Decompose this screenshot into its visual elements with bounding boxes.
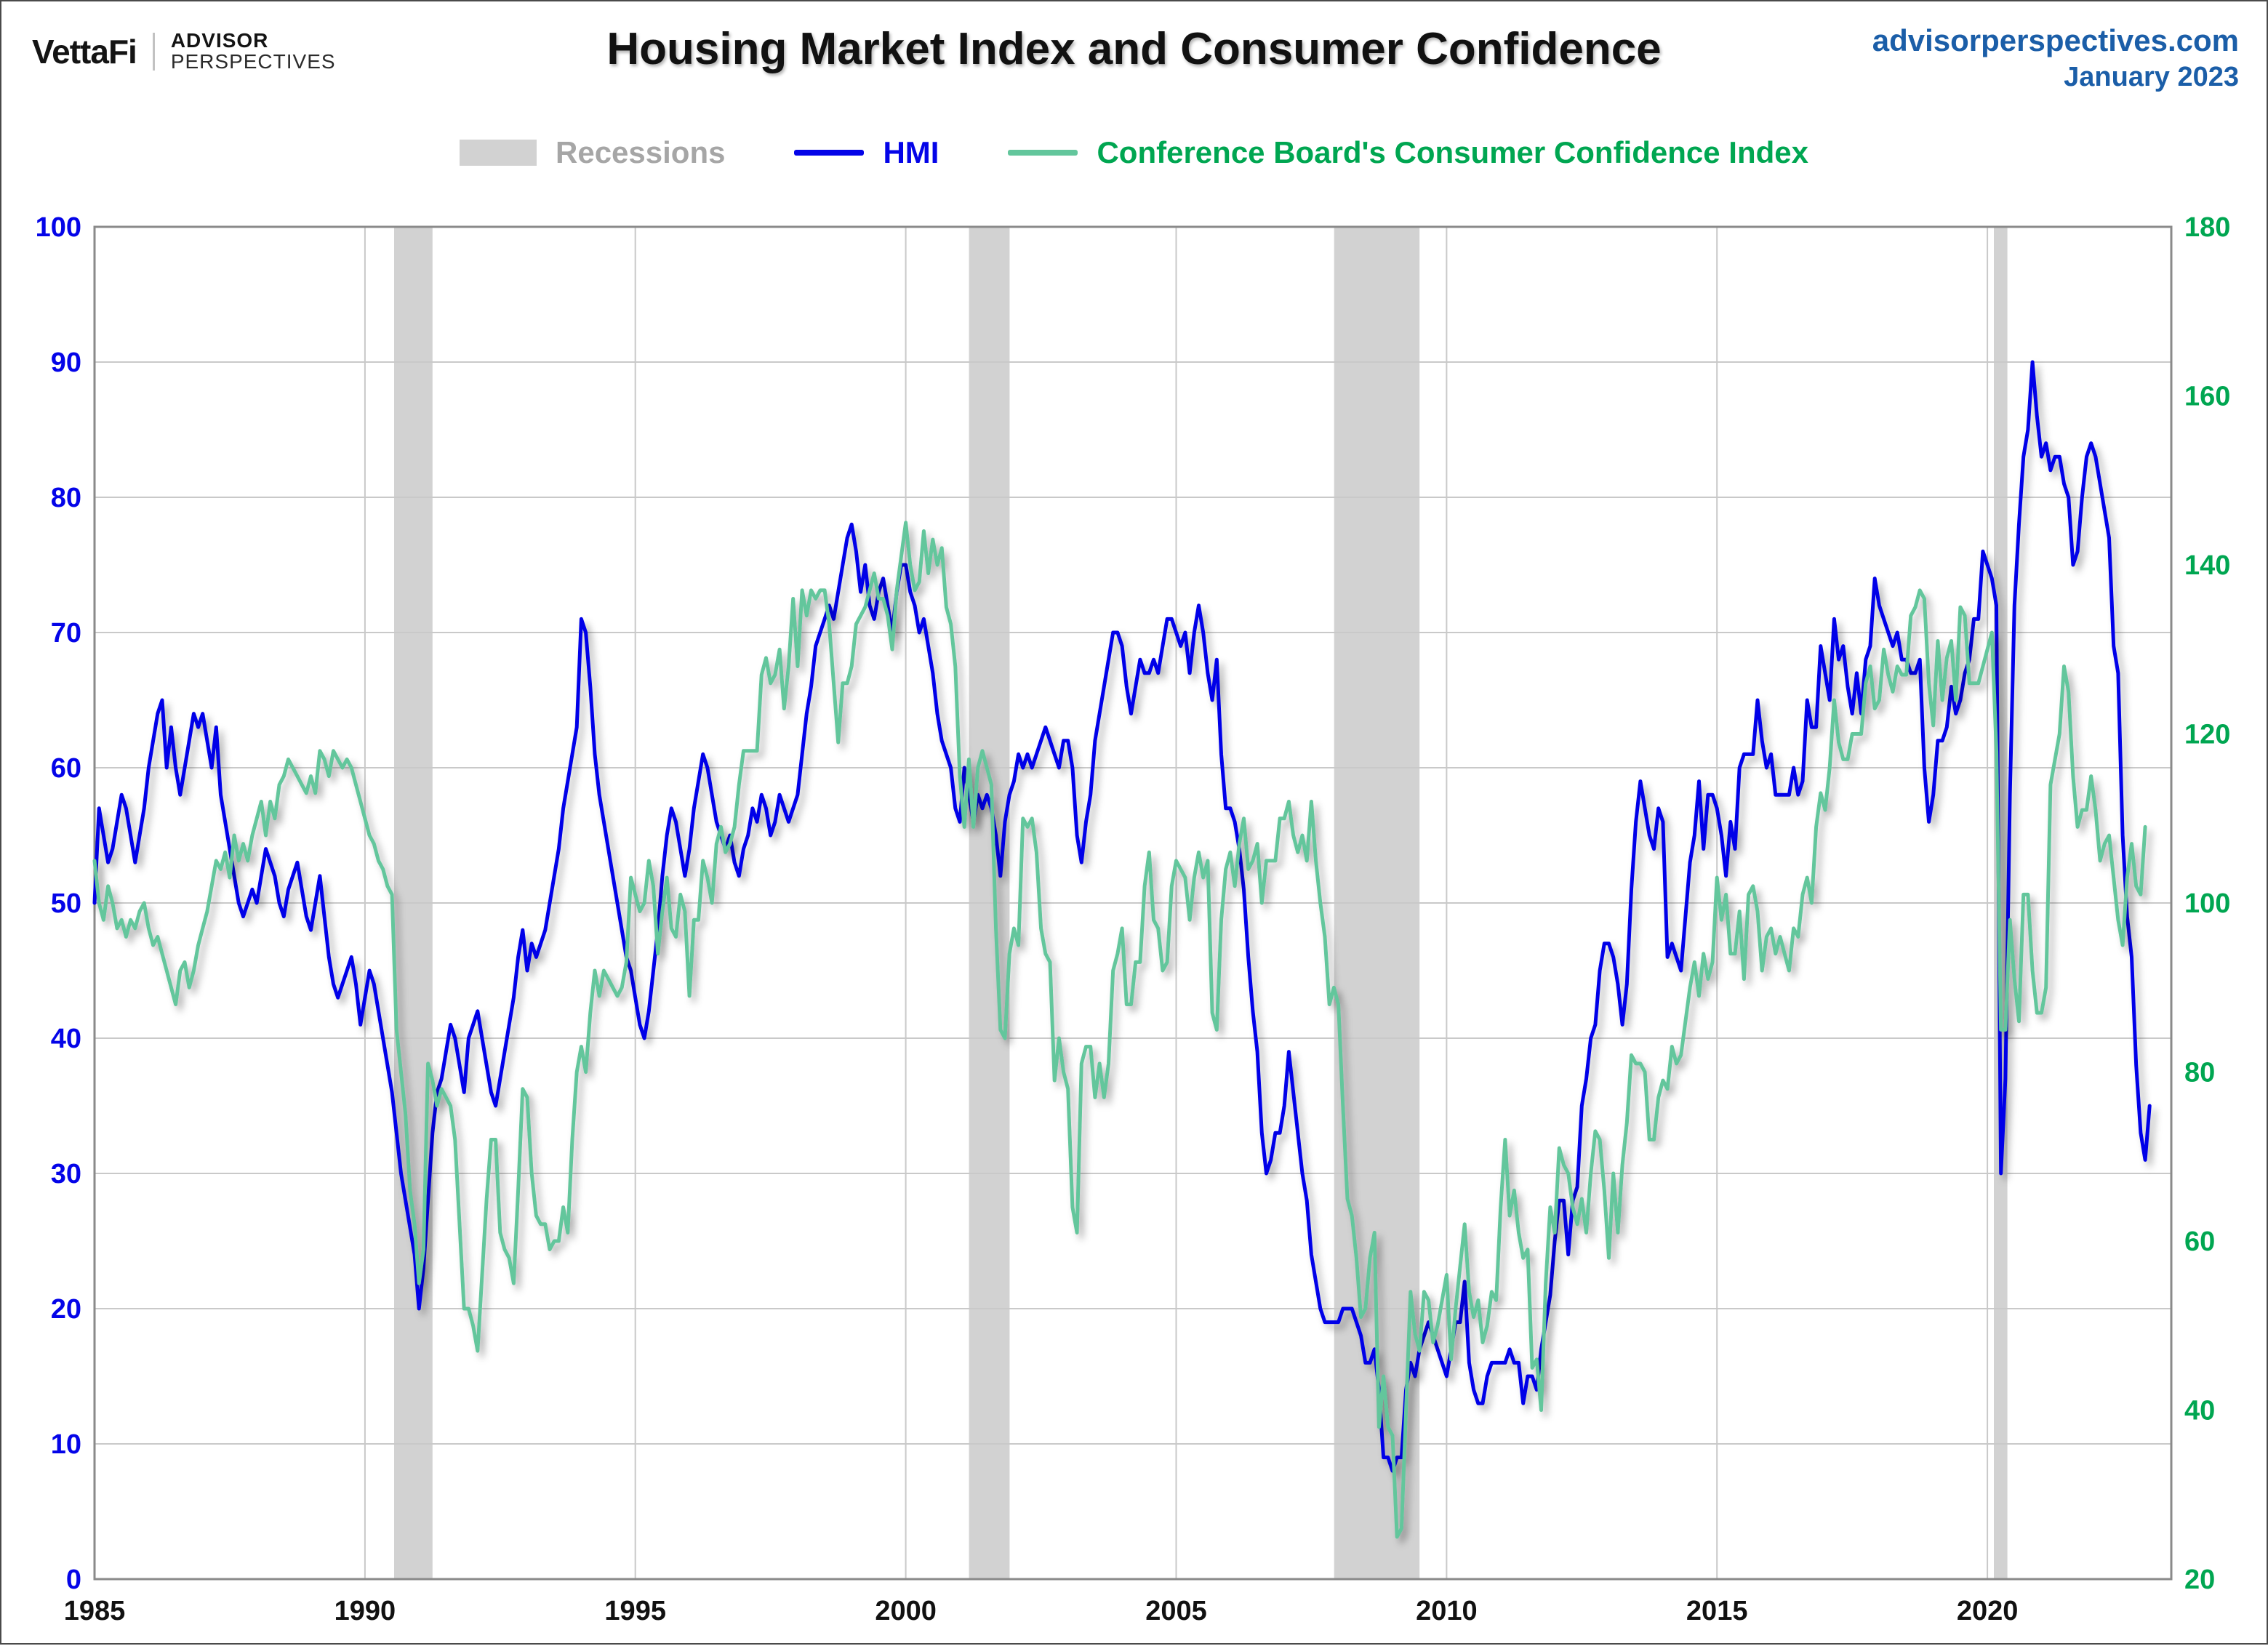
advisor-perspectives-wordmark: ADVISOR PERSPECTIVES xyxy=(170,29,336,73)
right-axis-tick-label: 100 xyxy=(2184,888,2230,919)
left-axis-tick-label: 100 xyxy=(36,212,81,243)
x-axis-tick-label: 1985 xyxy=(64,1596,126,1626)
left-axis-tick-label: 80 xyxy=(51,483,81,513)
legend-item-hmi: HMI xyxy=(794,135,939,170)
left-axis-tick-label: 50 xyxy=(51,888,81,919)
right-axis-tick-label: 120 xyxy=(2184,720,2230,750)
right-axis-tick-label: 180 xyxy=(2184,212,2230,243)
left-axis-tick-label: 70 xyxy=(51,618,81,649)
left-axis-tick-label: 10 xyxy=(51,1429,81,1460)
right-axis-tick-label: 20 xyxy=(2184,1565,2215,1595)
brand-divider xyxy=(152,32,155,71)
vettafi-logo: VettaFi ADVISOR PERSPECTIVES xyxy=(32,29,336,73)
x-axis-tick-label: 2010 xyxy=(1416,1596,1478,1626)
legend-item-consumer-confidence: Conference Board's Consumer Confidence I… xyxy=(1008,135,1808,170)
hmi-line xyxy=(92,360,2152,1473)
page-title: Housing Market Index and Consumer Confid… xyxy=(606,24,1662,74)
left-axis-tick-label: 90 xyxy=(51,348,81,378)
x-axis-tick-label: 2020 xyxy=(1957,1596,2019,1626)
source-block: advisorperspectives.com January 2023 xyxy=(1872,22,2239,95)
right-axis-tick-label: 60 xyxy=(2184,1227,2215,1257)
legend-label-consumer-confidence: Conference Board's Consumer Confidence I… xyxy=(1097,135,1808,169)
legend-item-recessions: Recessions xyxy=(460,135,725,170)
legend-label-hmi: HMI xyxy=(883,135,939,169)
recession-band-swatch xyxy=(460,140,537,166)
right-axis-tick-label: 80 xyxy=(2184,1058,2215,1088)
x-axis-tick-label: 2005 xyxy=(1145,1596,1207,1626)
left-axis-tick-label: 0 xyxy=(66,1565,81,1595)
perspectives-text: PERSPECTIVES xyxy=(170,49,336,73)
right-axis-tick-label: 140 xyxy=(2184,550,2230,581)
left-axis-tick-label: 60 xyxy=(51,753,81,784)
advisor-text: ADVISOR xyxy=(170,29,269,52)
left-axis-tick-label: 40 xyxy=(51,1024,81,1054)
right-axis-tick-label: 40 xyxy=(2184,1396,2215,1426)
legend-label-recessions: Recessions xyxy=(556,135,726,169)
right-axis-tick-label: 160 xyxy=(2184,382,2230,412)
site-link[interactable]: advisorperspectives.com xyxy=(1872,23,2239,57)
chart-legend: Recessions HMI Conference Board's Consum… xyxy=(1,135,2267,170)
vettafi-wordmark: VettaFi xyxy=(32,32,137,71)
x-axis-tick-label: 2015 xyxy=(1686,1596,1748,1626)
date-label: January 2023 xyxy=(2064,61,2239,92)
left-axis-tick-label: 20 xyxy=(51,1294,81,1325)
x-axis-tick-label: 2000 xyxy=(875,1596,937,1626)
x-axis-tick-label: 1995 xyxy=(604,1596,666,1626)
hmi-line-swatch xyxy=(794,150,865,156)
left-axis-tick-label: 30 xyxy=(51,1159,81,1189)
x-axis-tick-label: 1990 xyxy=(334,1596,396,1626)
consumer-confidence-line xyxy=(92,521,2147,1539)
consumer-confidence-line-swatch xyxy=(1008,150,1078,156)
